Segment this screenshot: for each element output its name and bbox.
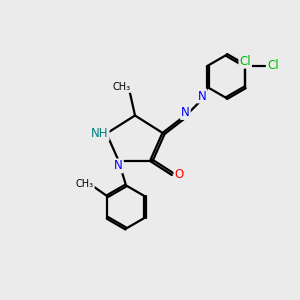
Text: CH₃: CH₃ bbox=[76, 179, 94, 189]
Text: O: O bbox=[175, 167, 184, 181]
Text: CH₃: CH₃ bbox=[112, 82, 130, 92]
Text: Cl: Cl bbox=[267, 59, 279, 72]
Text: N: N bbox=[181, 106, 190, 119]
Text: NH: NH bbox=[91, 127, 109, 140]
Text: N: N bbox=[114, 159, 123, 172]
Text: Cl: Cl bbox=[239, 55, 251, 68]
Text: N: N bbox=[197, 89, 206, 103]
